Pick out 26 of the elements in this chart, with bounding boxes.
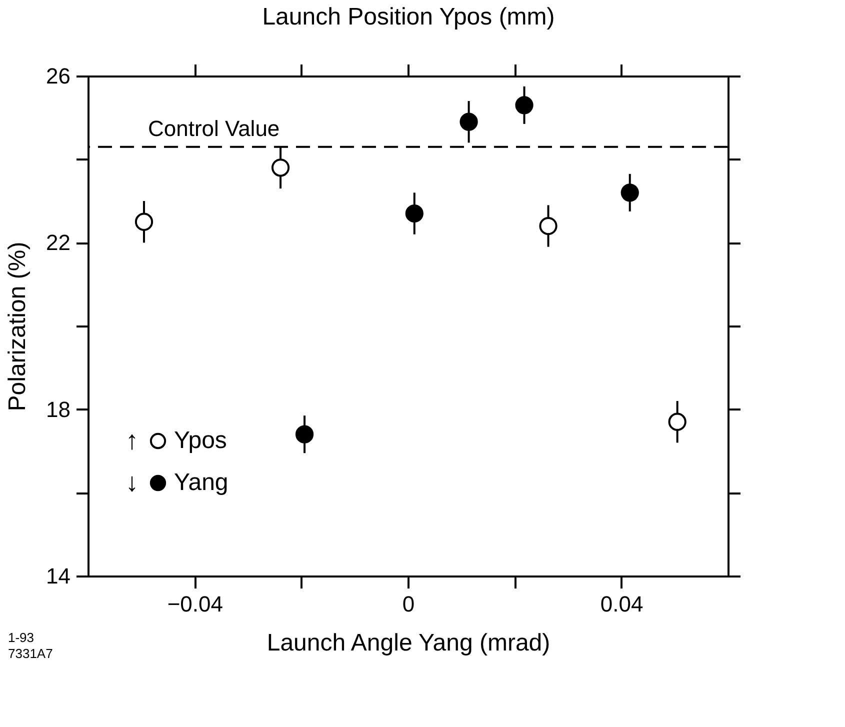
y-tick-label: 18 bbox=[46, 396, 70, 422]
legend-label: Ypos bbox=[174, 427, 227, 454]
point bbox=[134, 212, 154, 231]
point bbox=[620, 184, 639, 202]
point bbox=[668, 412, 686, 431]
y-tick-label: 14 bbox=[46, 564, 70, 588]
point bbox=[405, 204, 424, 223]
ref-line-label: Control Value bbox=[148, 116, 280, 141]
text: 1-93 bbox=[8, 630, 34, 645]
legend-label: Yang bbox=[174, 469, 228, 496]
point bbox=[271, 158, 290, 177]
point bbox=[295, 425, 314, 444]
point bbox=[539, 216, 558, 236]
x2-axis-title: Launch Position Ypos (mm) bbox=[262, 4, 555, 30]
y-tick-label: 26 bbox=[46, 64, 70, 88]
text: 7331A7 bbox=[8, 646, 53, 661]
x-tick-label: 0.04 bbox=[600, 592, 644, 616]
y-axis-title: Polarization (%) bbox=[4, 242, 32, 412]
point bbox=[460, 112, 478, 131]
y-tick-label: 22 bbox=[46, 230, 70, 256]
point bbox=[515, 96, 534, 114]
x-axis-title: Launch Angle Yang (mrad) bbox=[266, 630, 550, 656]
annotation: ↓ bbox=[126, 467, 138, 497]
x-tick-label: −0.04 bbox=[167, 592, 224, 616]
x-tick-label: 0 bbox=[402, 592, 415, 616]
annotation: ↑ bbox=[126, 425, 138, 455]
